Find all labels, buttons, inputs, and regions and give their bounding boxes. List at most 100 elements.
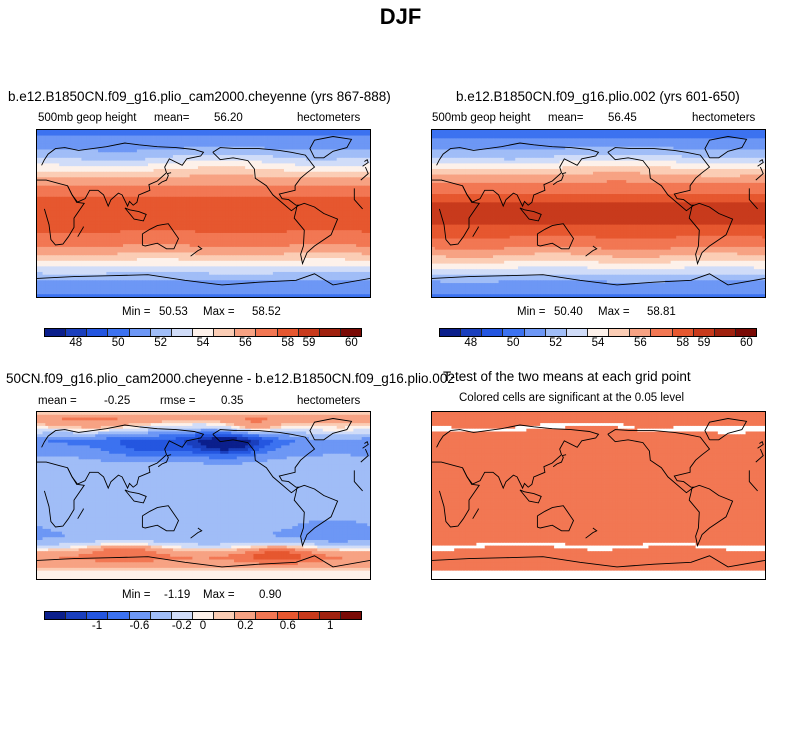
colorbar-swatch bbox=[735, 329, 757, 336]
colorbar-swatch bbox=[609, 329, 631, 336]
map-panel-top-right bbox=[431, 129, 766, 298]
min-label-top-right: Min = bbox=[517, 306, 545, 318]
coastline bbox=[607, 147, 711, 212]
coastline bbox=[124, 207, 147, 222]
coastline bbox=[757, 441, 764, 449]
coastline bbox=[688, 484, 734, 548]
coastline bbox=[37, 424, 369, 490]
rmse-label-bottom-left: rmse = bbox=[160, 395, 195, 407]
colorbar-swatch bbox=[171, 612, 193, 619]
coastline bbox=[157, 172, 172, 186]
coastline bbox=[438, 185, 758, 246]
coastline bbox=[293, 484, 339, 548]
colorbar-swatch bbox=[277, 612, 299, 619]
colorbar-swatch bbox=[545, 329, 567, 336]
colorbar-ticks-top-left: 48 50 52 54 56 58 59 60 bbox=[44, 337, 362, 353]
colorbar-swatch bbox=[340, 612, 362, 619]
mean-value-top-right: 56.45 bbox=[608, 112, 637, 124]
coastline bbox=[157, 454, 172, 468]
coastline bbox=[536, 505, 575, 532]
colorbar-swatch bbox=[150, 329, 172, 336]
colorbar-swatch bbox=[129, 329, 151, 336]
colorbar-tick-label: 58 bbox=[281, 337, 294, 349]
colorbar-swatch bbox=[108, 329, 130, 336]
coastline bbox=[757, 159, 764, 167]
colorbar-tick-label: -1 bbox=[92, 620, 102, 632]
colorbar-swatch bbox=[45, 612, 67, 619]
colorbar-swatch bbox=[524, 329, 546, 336]
max-value-bottom-left: 0.90 bbox=[259, 589, 281, 601]
colorbar-swatch bbox=[108, 612, 130, 619]
colorbar-swatch bbox=[192, 329, 215, 336]
colorbar-swatch bbox=[440, 329, 462, 336]
variable-label-top-right: 500mb geop height bbox=[432, 112, 530, 124]
coastline bbox=[552, 454, 567, 468]
colorbar-swatch bbox=[256, 612, 278, 619]
colorbar-swatch bbox=[235, 612, 257, 619]
colorbar-swatch bbox=[298, 329, 320, 336]
panel-subtitle-bottom-right: Colored cells are significant at the 0.0… bbox=[459, 392, 684, 404]
colorbar-swatch bbox=[87, 329, 109, 336]
difference-field-map bbox=[37, 412, 370, 579]
colorbar-swatch bbox=[45, 329, 67, 336]
field-cells bbox=[432, 130, 765, 297]
field-cells bbox=[432, 412, 765, 579]
max-label-bottom-left: Max = bbox=[203, 589, 235, 601]
colorbar-swatch bbox=[651, 329, 673, 336]
coastline bbox=[607, 429, 711, 494]
colorbar-bottom-left bbox=[44, 611, 362, 620]
coastline bbox=[309, 418, 353, 441]
colorbar-swatch bbox=[714, 329, 736, 336]
mean-value-bottom-left: -0.25 bbox=[104, 395, 130, 407]
coastline bbox=[124, 489, 147, 504]
colorbar-swatch bbox=[87, 612, 109, 619]
coastline bbox=[585, 245, 598, 257]
coastline bbox=[704, 418, 748, 441]
colorbar-tick-label: 56 bbox=[634, 337, 647, 349]
map-panel-top-left bbox=[36, 129, 371, 298]
colorbar-swatch bbox=[214, 612, 236, 619]
coastline bbox=[141, 223, 180, 250]
rmse-value-bottom-left: 0.35 bbox=[221, 395, 243, 407]
colorbar-tick-label: 50 bbox=[507, 337, 520, 349]
colorbar-swatch bbox=[235, 329, 257, 336]
colorbar-tick-label: 48 bbox=[464, 337, 477, 349]
coastline bbox=[472, 226, 479, 237]
colorbar-swatch bbox=[319, 329, 341, 336]
height-field-map-top-right bbox=[432, 130, 765, 297]
colorbar-tick-label: 50 bbox=[112, 337, 125, 349]
colorbar-top-right bbox=[439, 328, 757, 337]
units-label-top-left: hectometers bbox=[297, 112, 360, 124]
significance-map bbox=[432, 412, 765, 579]
coastline bbox=[43, 185, 363, 246]
variable-label-top-left: 500mb geop height bbox=[38, 112, 136, 124]
colorbar-ticks-bottom-left: -1 -0.6 -0.2 0 0.2 0.6 1 bbox=[44, 620, 362, 636]
colorbar-swatch bbox=[129, 612, 151, 619]
colorbar-tick-label: -0.6 bbox=[129, 620, 149, 632]
coastline bbox=[37, 273, 370, 286]
colorbar-swatch bbox=[566, 329, 588, 336]
colorbar-tick-label: 54 bbox=[592, 337, 605, 349]
colorbar-swatch bbox=[587, 329, 610, 336]
colorbar-swatch bbox=[298, 612, 320, 619]
mean-value-top-left: 56.20 bbox=[214, 112, 243, 124]
coastline bbox=[37, 555, 370, 568]
units-label-bottom-left: hectometers bbox=[297, 395, 360, 407]
colorbar-top-left bbox=[44, 328, 362, 337]
colorbar-swatch bbox=[171, 329, 193, 336]
coastline bbox=[77, 508, 84, 519]
colorbar-tick-label: 60 bbox=[740, 337, 753, 349]
map-panel-bottom-left bbox=[36, 411, 371, 580]
colorbar-tick-label: 58 bbox=[676, 337, 689, 349]
coastline bbox=[552, 172, 567, 186]
colorbar-tick-label: 59 bbox=[303, 337, 316, 349]
max-label-top-right: Max = bbox=[598, 306, 630, 318]
colorbar-swatch bbox=[461, 329, 483, 336]
colorbar-swatch bbox=[503, 329, 525, 336]
panel-title-bottom-right: T-test of the two means at each grid poi… bbox=[443, 369, 691, 384]
colorbar-tick-label: 56 bbox=[239, 337, 252, 349]
colorbar-tick-label: 0.6 bbox=[280, 620, 296, 632]
colorbar-tick-label: 0 bbox=[200, 620, 206, 632]
colorbar-swatch bbox=[66, 329, 88, 336]
colorbar-swatch bbox=[672, 329, 694, 336]
